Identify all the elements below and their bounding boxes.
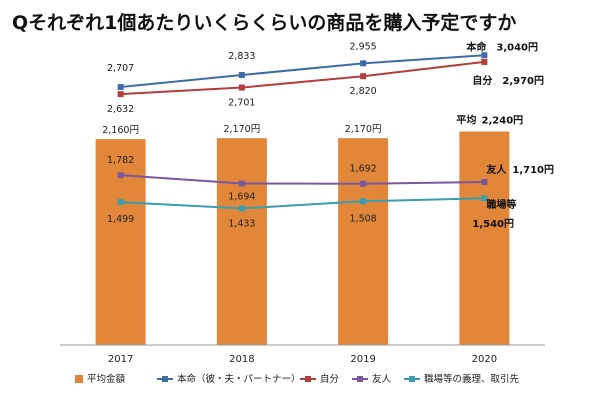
legend-label: 友人 [372,373,392,385]
line-value-label: 1,692 [350,164,377,175]
bar-2017 [95,139,146,345]
line-value-label: 1,499 [107,214,134,225]
bar-2020 [459,131,510,345]
legend-label: 本命（彼・夫・パートナー） [177,373,301,385]
line-point [117,199,124,206]
line-value-label: 2,970円 [502,75,544,87]
line-point [481,58,488,65]
line-point [360,73,367,80]
chart-title: Qそれぞれ1個あたりいくらくらいの商品を購入予定ですか [12,12,517,34]
annotation-shokuba: 職場等 [486,198,516,211]
line-value-label: 2,632 [107,104,134,115]
line-point [117,83,124,90]
line-value-label: 1,508 [350,213,377,224]
legend: 平均金額 本命（彼・夫・パートナー） 自分 友人 職場等の義理、取引先 [75,373,520,385]
line-value-label: 1,710円 [512,164,554,176]
line-point [481,195,488,202]
legend-marker [162,376,168,382]
bar-series [95,131,510,345]
line-value-label: 2,820 [350,86,377,97]
line-value-label: 2,701 [228,98,255,109]
bar-value-label: 2,160円 [102,125,139,136]
line-value-label: 3,040円 [496,41,538,53]
line-point [238,180,245,187]
line-value-label: 2,955 [350,41,377,52]
x-axis-ticks: 2017 2018 2019 2020 [108,354,497,365]
line-point [238,84,245,91]
annotation-honmei: 本命 [466,40,487,53]
legend-marker [409,376,415,382]
legend-swatch-bar [75,375,83,383]
line-series-2 [120,174,485,185]
line-series-3 [120,197,485,210]
legend-marker [305,376,311,382]
line-point [481,179,488,186]
x-tick-label: 2018 [229,354,254,365]
annotation-yujin: 友人 [486,163,507,176]
line-value-label: 1,782 [107,155,134,166]
x-tick-label: 2020 [472,354,497,365]
line-value-label: 1,694 [228,192,255,203]
line-series [117,52,488,212]
line-point [360,180,367,187]
line-value-label: 1,433 [228,218,255,229]
x-tick-label: 2019 [350,354,375,365]
data-labels: 2,160円 2,170円 2,170円 平均 2,240円 2,707 2,833 2,95… [102,40,554,230]
line-point [238,71,245,78]
line-point [117,91,124,98]
annotation-average: 平均 [456,114,476,127]
line-value-label: 2,833 [228,51,255,62]
bar-2019 [338,138,389,345]
line-value-label: 2,707 [107,63,134,74]
line-series-0 [120,54,485,88]
legend-marker [357,376,363,382]
bar-value-label: 2,170円 [345,124,382,135]
bar-value-label: 2,170円 [224,124,261,135]
legend-label: 職場等の義理、取引先 [424,373,520,385]
line-point [481,52,488,59]
legend-label: 平均金額 [87,373,126,385]
x-tick-label: 2017 [108,354,133,365]
line-point [117,172,124,179]
line-value-label: 1,540円 [472,218,514,230]
line-point [360,198,367,205]
line-series-1 [120,60,485,96]
line-point [238,205,245,212]
legend-label: 自分 [320,373,340,385]
bar-value-label: 2,240円 [482,115,524,127]
bar-2018 [216,138,267,345]
annotation-jibun: 自分 [472,74,492,87]
line-point [360,60,367,67]
